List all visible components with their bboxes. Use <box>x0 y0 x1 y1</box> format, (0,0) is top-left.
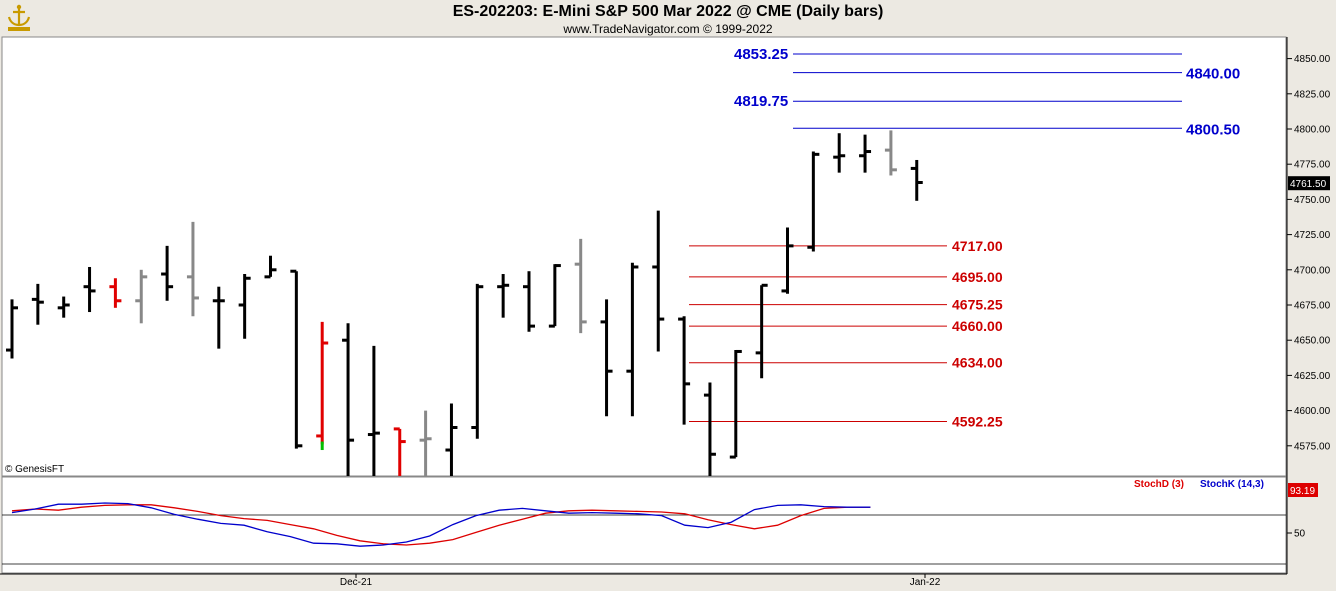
time-axis-label: Jan-22 <box>910 577 941 588</box>
oscillator-last-value: 93.19 <box>1290 486 1315 497</box>
support-label: 4634.00 <box>952 355 1003 371</box>
ohlc-bar <box>833 133 846 173</box>
ohlc-bar <box>393 427 406 476</box>
price-axis-label: 4700.00 <box>1294 265 1331 276</box>
chart-header: ES-202203: E-Mini S&P 500 Mar 2022 @ CME… <box>0 0 1336 37</box>
ohlc-bar <box>367 345 380 476</box>
price-axis-label: 4725.00 <box>1294 230 1331 241</box>
legend-stochk: StochK (14,3) <box>1200 479 1264 490</box>
price-axis-label: 4800.00 <box>1294 125 1331 136</box>
ohlc-bar <box>807 151 820 252</box>
stochastic-oscillator: 50 StochD (3) StochK (14,3) 93.19 <box>2 479 1318 565</box>
time-axis: Dec-21 Jan-22 <box>340 574 941 588</box>
ohlc-bar <box>859 134 872 173</box>
indicator-panel <box>1 476 1287 574</box>
price-axis-label: 4625.00 <box>1294 371 1331 382</box>
ohlc-bar <box>109 278 122 308</box>
resistance-label: 4819.75 <box>734 93 788 110</box>
oscillator-last-tag <box>1288 483 1318 497</box>
ohlc-bar <box>600 299 613 417</box>
ohlc-bar <box>703 382 716 476</box>
ohlc-bar <box>884 130 897 176</box>
ohlc-bar <box>135 269 148 324</box>
ohlc-bar <box>729 349 742 459</box>
ohlc-bar <box>910 159 923 201</box>
price-axis-label: 4850.00 <box>1294 54 1331 65</box>
time-axis-label: Dec-21 <box>340 577 373 588</box>
copyright-label: © GenesisFT <box>5 464 64 475</box>
price-axis-label: 4750.00 <box>1294 195 1331 206</box>
ohlc-bar <box>238 274 251 339</box>
price-levels: 4853.25 4840.00 4819.75 4800.50 4717.00 4695.… <box>689 46 1240 430</box>
ohlc-bar <box>161 245 174 301</box>
support-label: 4675.25 <box>952 297 1003 313</box>
ohlc-bar <box>755 283 768 379</box>
ohlc-bar <box>316 321 329 451</box>
price-axis-label: 4600.00 <box>1294 406 1331 417</box>
ohlc-bar <box>290 269 303 449</box>
ohlc-bar <box>186 221 199 317</box>
ohlc-bar <box>212 286 225 349</box>
ohlc-bars <box>6 130 923 476</box>
series-line-stochk <box>11 502 871 547</box>
ohlc-bar <box>652 210 665 352</box>
ohlc-bar <box>31 283 44 325</box>
y-axis-area <box>1287 37 1336 591</box>
ohlc-bar <box>419 410 432 476</box>
ohlc-bar <box>445 403 458 476</box>
ohlc-bar <box>678 316 691 425</box>
chart-subtitle: www.TradeNavigator.com © 1999-2022 <box>563 22 773 36</box>
ohlc-bar <box>574 238 587 334</box>
ohlc-bar <box>57 296 70 318</box>
support-label: 4660.00 <box>952 318 1003 334</box>
ohlc-bar <box>83 266 96 313</box>
price-axis: 4575.00 4600.00 4625.00 4650.00 4675.00 4700.… <box>1287 54 1331 452</box>
price-axis-label: 4775.00 <box>1294 160 1331 171</box>
ohlc-bar <box>497 274 510 318</box>
price-axis-label: 4650.00 <box>1294 336 1331 347</box>
support-label: 4592.25 <box>952 414 1003 430</box>
ohlc-bar <box>523 271 535 332</box>
ohlc-bar <box>264 255 277 279</box>
trade-navigator-logo-icon <box>4 3 34 33</box>
price-axis-label: 4825.00 <box>1294 89 1331 100</box>
resistance-label: 4853.25 <box>734 46 788 63</box>
ohlc-bar <box>471 283 484 439</box>
ohlc-bar <box>626 262 639 417</box>
resistance-label: 4840.00 <box>1186 66 1240 83</box>
chart-title: ES-202203: E-Mini S&P 500 Mar 2022 @ CME… <box>452 3 884 20</box>
legend-stochd: StochD (3) <box>1134 479 1184 490</box>
price-axis-label: 4675.00 <box>1294 301 1331 312</box>
ohlc-bar <box>6 299 18 359</box>
price-panel <box>1 36 1287 477</box>
last-price-tag <box>1288 176 1330 191</box>
ohlc-bar <box>342 323 355 476</box>
support-label: 4717.00 <box>952 238 1003 254</box>
ohlc-bar <box>781 227 794 294</box>
series-line-stochd <box>11 504 871 546</box>
support-label: 4695.00 <box>952 269 1003 285</box>
ohlc-bar <box>548 264 561 328</box>
price-axis-label: 4575.00 <box>1294 441 1331 452</box>
last-price-label: 4761.50 <box>1290 179 1327 190</box>
oscillator-axis-label: 50 <box>1294 529 1306 540</box>
resistance-label: 4800.50 <box>1186 121 1240 138</box>
